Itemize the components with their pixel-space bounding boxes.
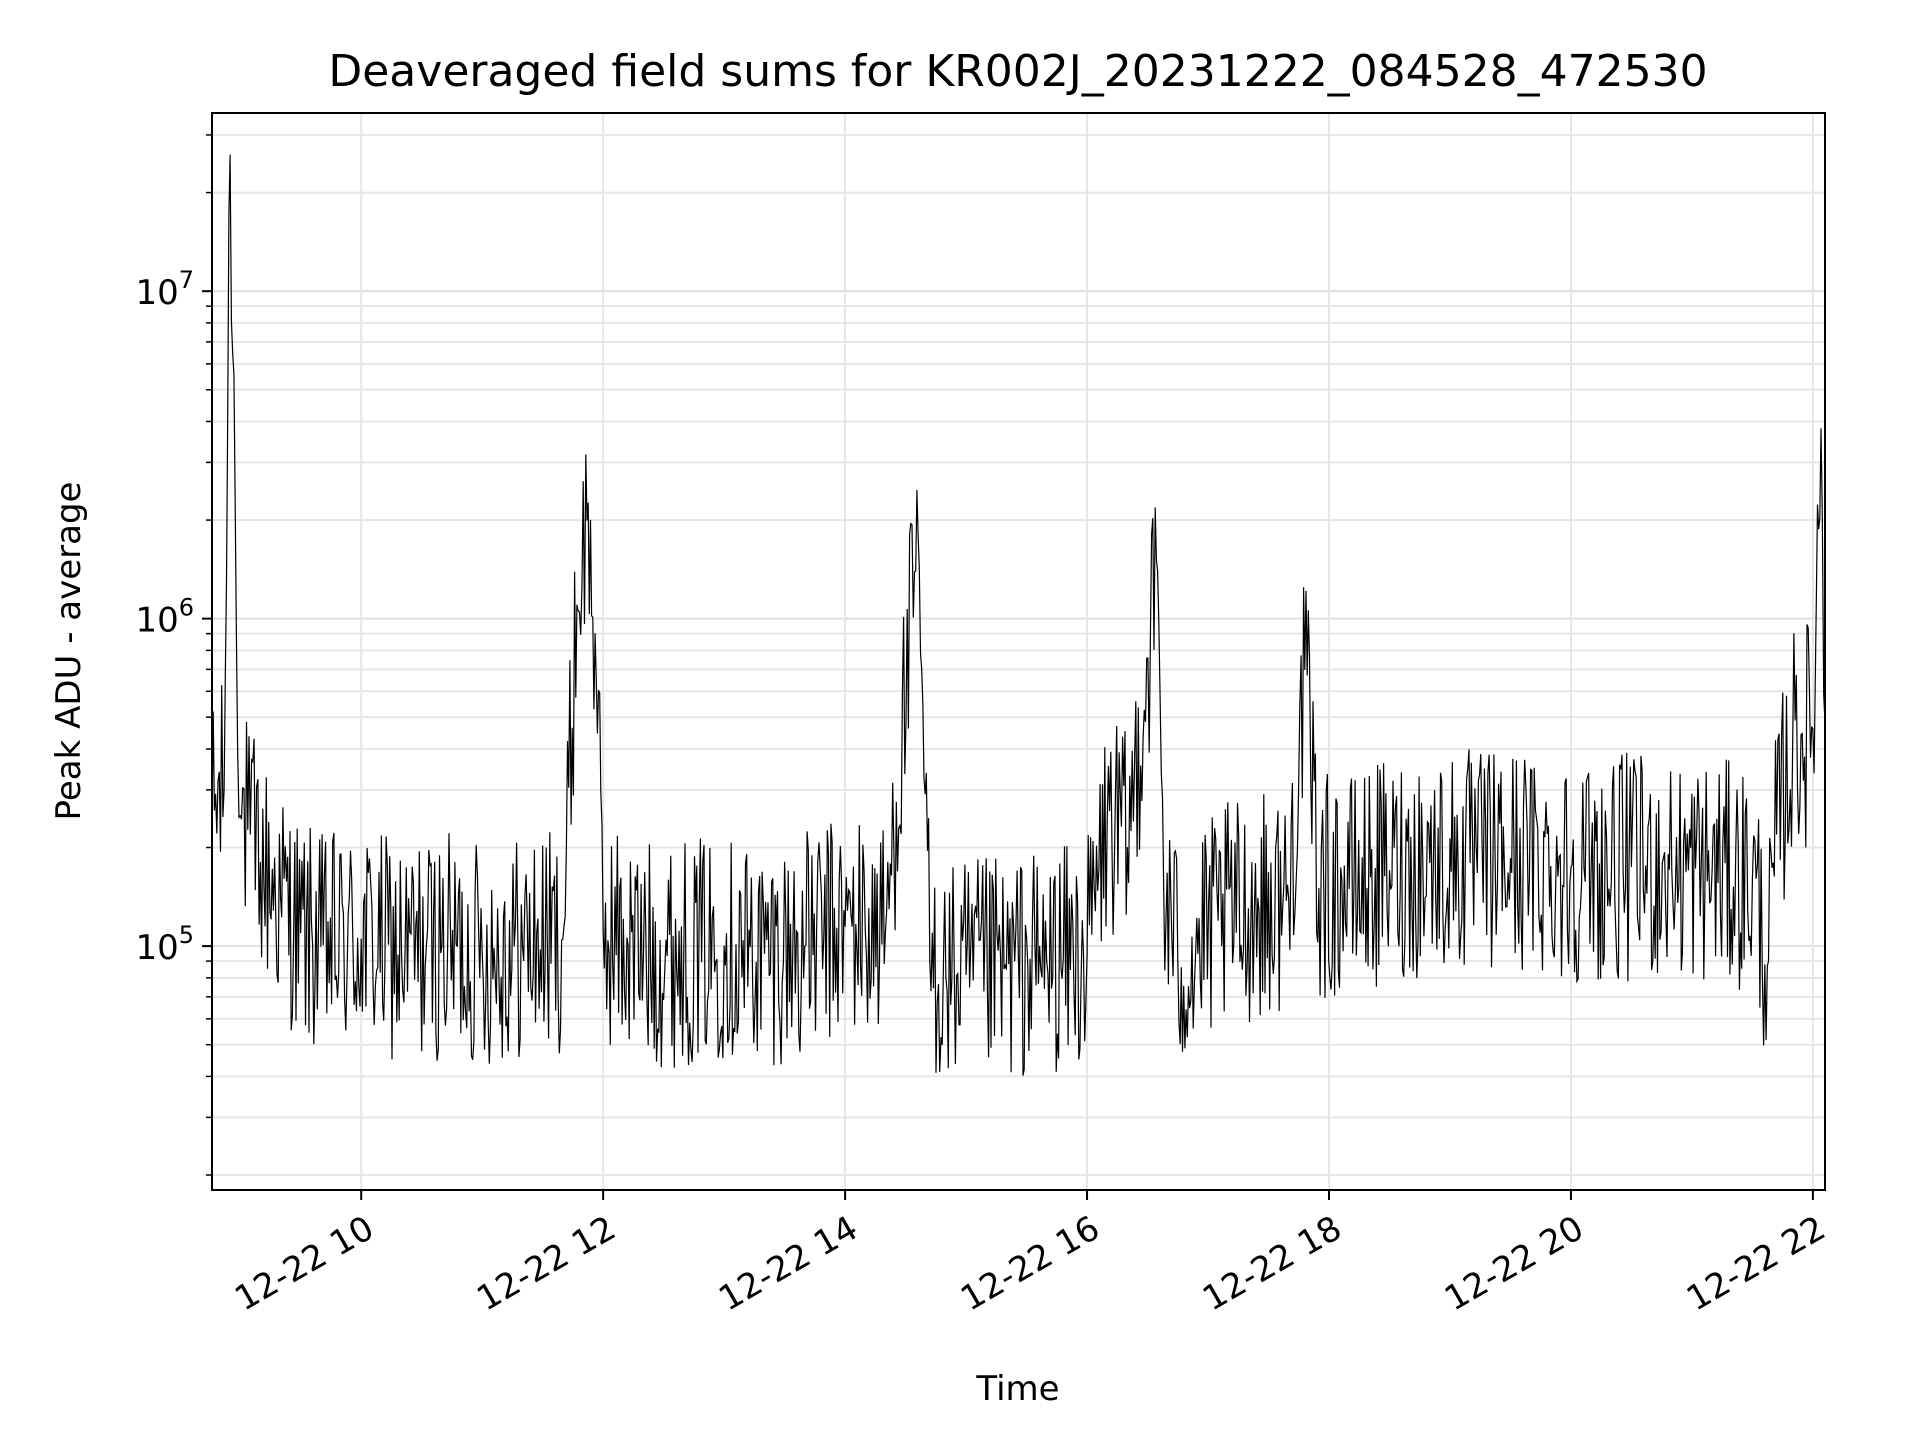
data-point [1550, 865, 1552, 868]
data-point [965, 973, 967, 975]
data-point [723, 945, 725, 947]
series-line-group [211, 154, 1826, 1076]
data-point [1247, 908, 1249, 910]
data-point [1812, 728, 1814, 730]
data-point [586, 519, 588, 521]
data-point [1767, 960, 1770, 962]
data-point [1126, 846, 1128, 849]
data-point [1388, 870, 1391, 872]
data-point [1820, 428, 1822, 430]
chart-title: Deaveraged field sums for KR002J_2023122… [328, 46, 1707, 97]
data-point [576, 604, 578, 606]
data-point [594, 633, 596, 635]
data-point [921, 668, 923, 670]
y-tick-label: 107 [135, 266, 194, 313]
data-point [1509, 858, 1512, 860]
data-point [320, 945, 322, 947]
data-point [1217, 919, 1219, 921]
grid [212, 113, 1825, 1190]
data-point [400, 952, 403, 955]
plot-frame [211, 112, 1826, 1191]
data-point [1590, 870, 1592, 872]
data-point [1711, 870, 1713, 872]
data-point [1671, 870, 1673, 872]
data-point [259, 861, 261, 864]
data-point [239, 815, 241, 817]
data-point [300, 931, 302, 934]
y-tick-label: 105 [135, 921, 194, 968]
data-point [1157, 570, 1159, 572]
data-point [602, 931, 604, 934]
data-point [1469, 861, 1471, 864]
data-point [1348, 887, 1350, 890]
data-point [1197, 952, 1199, 955]
data-point [1304, 668, 1306, 670]
x-axis-label: Time [975, 1369, 1059, 1409]
data-point [1630, 865, 1633, 868]
data-point [844, 925, 846, 927]
data-point [1163, 887, 1165, 890]
data-point [929, 960, 931, 962]
data-point [1792, 741, 1794, 743]
data-point [915, 570, 917, 572]
data-point [279, 897, 282, 899]
data-point [1751, 878, 1754, 880]
y-tick-label: 106 [135, 594, 194, 641]
data-point [229, 154, 231, 156]
data-point [884, 931, 887, 934]
data-point [521, 945, 524, 947]
data-point [1106, 821, 1108, 823]
data-point [763, 952, 766, 955]
data-point [945, 977, 947, 979]
data-point [481, 952, 483, 955]
data-point [1046, 960, 1048, 962]
data-point [1086, 952, 1088, 955]
data-point [562, 938, 564, 940]
data-point [1318, 887, 1320, 890]
data-point [804, 945, 806, 947]
data-point [441, 945, 443, 947]
data-point [1429, 861, 1431, 864]
series-line [211, 155, 1826, 1076]
data-point [1776, 833, 1778, 835]
data-point [1177, 960, 1179, 962]
data-point [249, 833, 251, 835]
data-point [223, 789, 225, 791]
data-point [683, 952, 685, 955]
data-point [642, 952, 645, 955]
data-point [360, 938, 362, 940]
data-point [1288, 897, 1290, 899]
y-axis-label: Peak ADU - average [49, 482, 89, 821]
data-point [1005, 968, 1008, 970]
